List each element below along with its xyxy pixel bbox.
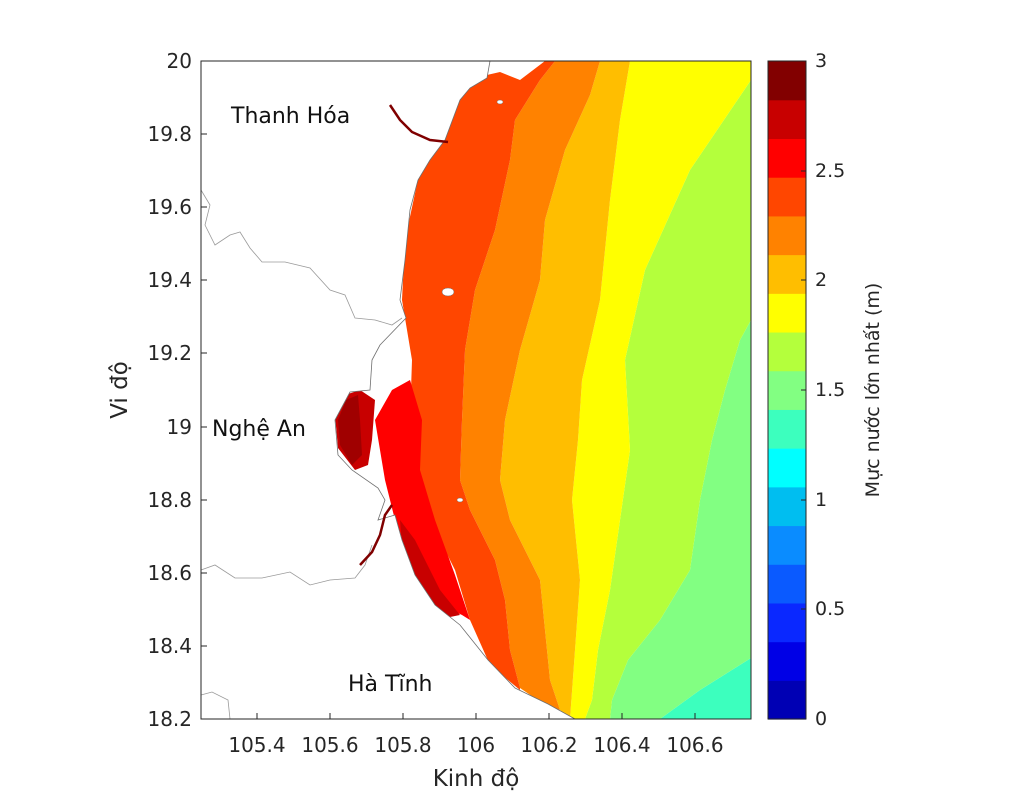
colorbar-segment — [768, 641, 806, 681]
province-boundaries — [200, 189, 403, 720]
x-tick-label: 106.4 — [593, 733, 650, 757]
colorbar-tick-label: 2 — [815, 269, 827, 291]
colorbar-tick-label: 2.5 — [815, 160, 845, 182]
colorbar-segment — [768, 99, 806, 140]
contour-band-max — [400, 520, 460, 618]
x-axis-ticks — [256, 713, 696, 719]
contour-band-peak-core — [338, 395, 362, 465]
x-axis: 105.4 105.6 105.8 106 106.2 106.4 106.6 … — [228, 713, 724, 792]
y-tick-label: 19.2 — [147, 341, 192, 365]
region-label-nghe-an: Nghệ An — [212, 417, 306, 442]
colorbar-tick-label: 0.5 — [815, 598, 845, 620]
colorbar-tick-label: 0 — [815, 708, 827, 730]
contour-band-1.5 — [610, 320, 751, 719]
colorbar-segment — [768, 486, 806, 527]
map-plot-area: Thanh Hóa Nghệ An Hà Tĩnh — [200, 60, 752, 720]
water-level-contours — [335, 61, 751, 719]
colorbar-tick-label: 3 — [815, 50, 827, 72]
y-tick-label: 18.6 — [147, 561, 192, 585]
boundary-thanhhoa-nghean — [200, 189, 403, 326]
island-1 — [441, 287, 455, 297]
x-tick-label: 106.2 — [520, 733, 577, 757]
islands — [441, 99, 504, 503]
contour-band-1.75 — [585, 80, 751, 719]
colorbar-segment — [768, 177, 806, 217]
colorbar-tick-label: 1.5 — [815, 379, 845, 401]
rivers — [359, 104, 449, 566]
y-tick-label: 19.8 — [147, 122, 192, 146]
colorbar-segment — [768, 525, 806, 565]
x-axis-title: Kinh độ — [433, 766, 520, 792]
y-axis-title: Vi độ — [107, 361, 133, 419]
colorbar-tick-label: 1 — [815, 489, 827, 511]
colorbar-segment — [768, 138, 806, 178]
land-area — [200, 60, 577, 720]
x-tick-label: 106 — [457, 733, 495, 757]
x-tick-label: 106.6 — [666, 733, 723, 757]
contour-band-1.25 — [660, 658, 751, 719]
river-lam — [359, 504, 394, 566]
colorbar-segment — [768, 215, 806, 256]
river-ma — [388, 104, 449, 144]
region-label-thanh-hoa: Thanh Hóa — [230, 104, 350, 129]
colorbar-segment — [768, 409, 806, 449]
x-tick-label: 105.8 — [374, 733, 431, 757]
contour-band-2 — [570, 61, 751, 719]
contour-band-2.75 — [402, 61, 555, 690]
y-tick-label: 18.4 — [147, 634, 192, 658]
y-tick-label: 18.8 — [147, 488, 192, 512]
colorbar-segment — [768, 331, 806, 372]
colorbar-segment — [768, 293, 806, 333]
contour-band-2.25 — [500, 61, 630, 719]
colorbar-segment — [768, 448, 806, 488]
x-tick-label: 105.6 — [301, 733, 358, 757]
colorbar-segment — [768, 370, 806, 410]
colorbar: 0 0.5 1 1.5 2 2.5 3 Mực nước lớn nhất (m… — [767, 50, 884, 730]
colorbar-segments — [768, 61, 806, 720]
y-tick-label: 20 — [167, 49, 192, 73]
y-axis-ticks — [201, 60, 207, 720]
contour-band-2.5 — [460, 61, 600, 710]
x-tick-label: 105.4 — [228, 733, 285, 757]
colorbar-ticks — [801, 60, 806, 720]
y-tick-label: 19.4 — [147, 268, 192, 292]
boundary-hatinh-west — [200, 691, 231, 720]
region-label-ha-tinh: Hà Tĩnh — [348, 672, 432, 697]
colorbar-segment — [768, 254, 806, 294]
colorbar-segment — [768, 602, 806, 643]
colorbar-segment — [768, 680, 806, 720]
colorbar-segment — [768, 564, 806, 604]
contour-band-3 — [375, 380, 470, 620]
island-2 — [496, 99, 504, 105]
y-tick-label: 19 — [167, 415, 192, 439]
y-tick-label: 18.2 — [147, 707, 192, 731]
island-3 — [456, 497, 464, 503]
y-axis: 20 19.8 19.6 19.4 19.2 19 18.8 18.6 18.4… — [107, 49, 207, 731]
colorbar-title: Mực nước lớn nhất (m) — [862, 283, 884, 498]
colorbar-segment — [768, 61, 806, 101]
y-tick-label: 19.6 — [147, 195, 192, 219]
boundary-nghean-hatinh — [200, 544, 373, 586]
